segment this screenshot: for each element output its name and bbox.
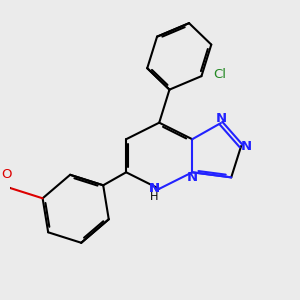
Text: Cl: Cl — [213, 68, 226, 81]
Text: N: N — [148, 182, 160, 195]
Text: N: N — [241, 140, 252, 152]
Text: N: N — [215, 112, 226, 125]
Text: N: N — [148, 182, 160, 195]
Text: O: O — [2, 168, 12, 181]
Text: N: N — [187, 171, 198, 184]
Text: H: H — [150, 192, 158, 202]
